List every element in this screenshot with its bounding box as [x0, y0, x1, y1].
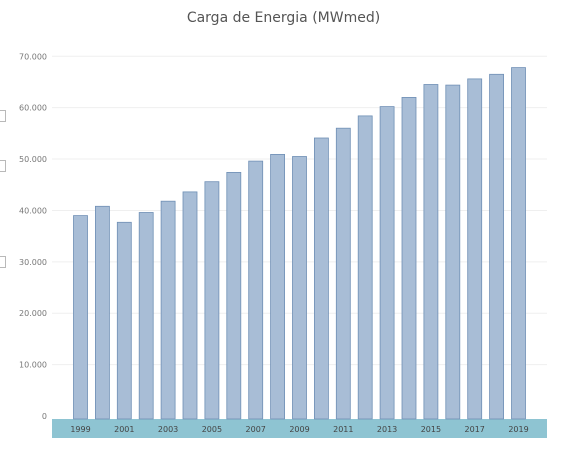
bar-2000[interactable] [95, 205, 110, 420]
y-axis-ticks: 0 10.000 20.000 30.000 40.000 50.000 60.000 70.… [19, 52, 47, 421]
bar-2009[interactable] [292, 156, 307, 420]
x-tick-label: 2017 [465, 425, 485, 434]
bar-2007[interactable] [248, 160, 264, 420]
bar-2018[interactable] [489, 73, 505, 420]
bar-2003[interactable] [160, 200, 176, 420]
x-tick-label: 2013 [377, 425, 397, 434]
y-tick-label: 70.000 [19, 52, 47, 61]
x-tick-label: 2009 [289, 425, 309, 434]
left-edge-checkbox[interactable] [0, 160, 6, 172]
bar-2006[interactable] [226, 171, 242, 420]
bar-2008[interactable] [270, 153, 286, 420]
bar-2012[interactable] [357, 115, 373, 420]
y-tick-label: 10.000 [19, 361, 47, 370]
bar-2013[interactable] [379, 106, 395, 420]
y-tick-label: 60.000 [19, 104, 47, 113]
left-edge-checkbox[interactable] [0, 256, 6, 268]
x-tick-label: 2001 [114, 425, 134, 434]
left-edge-checkbox[interactable] [0, 110, 6, 122]
x-tick-label: 2003 [158, 425, 178, 434]
y-tick-label: 20.000 [19, 309, 47, 318]
x-axis-ticks: 1999 2001 2003 2005 2007 2009 2011 2013 2015 2017… [70, 425, 528, 434]
x-tick-label: 1999 [70, 425, 90, 434]
bar-2014[interactable] [401, 97, 417, 420]
bar-2004[interactable] [182, 191, 198, 420]
x-tick-label: 2019 [508, 425, 528, 434]
bar-2017[interactable] [467, 78, 483, 420]
bar-2002[interactable] [138, 212, 154, 420]
bar-2019[interactable] [511, 67, 526, 420]
bars [73, 67, 526, 420]
bar-2005[interactable] [204, 181, 220, 420]
y-tick-label: 0 [42, 412, 47, 421]
bar-2001[interactable] [116, 221, 132, 420]
x-tick-label: 2005 [202, 425, 222, 434]
x-tick-label: 2007 [246, 425, 266, 434]
x-axis-band [52, 419, 547, 438]
x-tick-label: 2011 [333, 425, 353, 434]
x-tick-label: 2015 [421, 425, 441, 434]
bar-2011[interactable] [335, 127, 351, 420]
y-tick-label: 40.000 [19, 206, 47, 215]
bar-1999[interactable] [73, 215, 88, 420]
bar-2010[interactable] [313, 137, 329, 420]
bar-2015[interactable] [423, 84, 439, 420]
bar-2016[interactable] [445, 84, 461, 420]
chart-title: Carga de Energia (MWmed) [186, 10, 381, 26]
y-tick-label: 50.000 [19, 155, 47, 164]
y-tick-label: 30.000 [19, 258, 47, 267]
